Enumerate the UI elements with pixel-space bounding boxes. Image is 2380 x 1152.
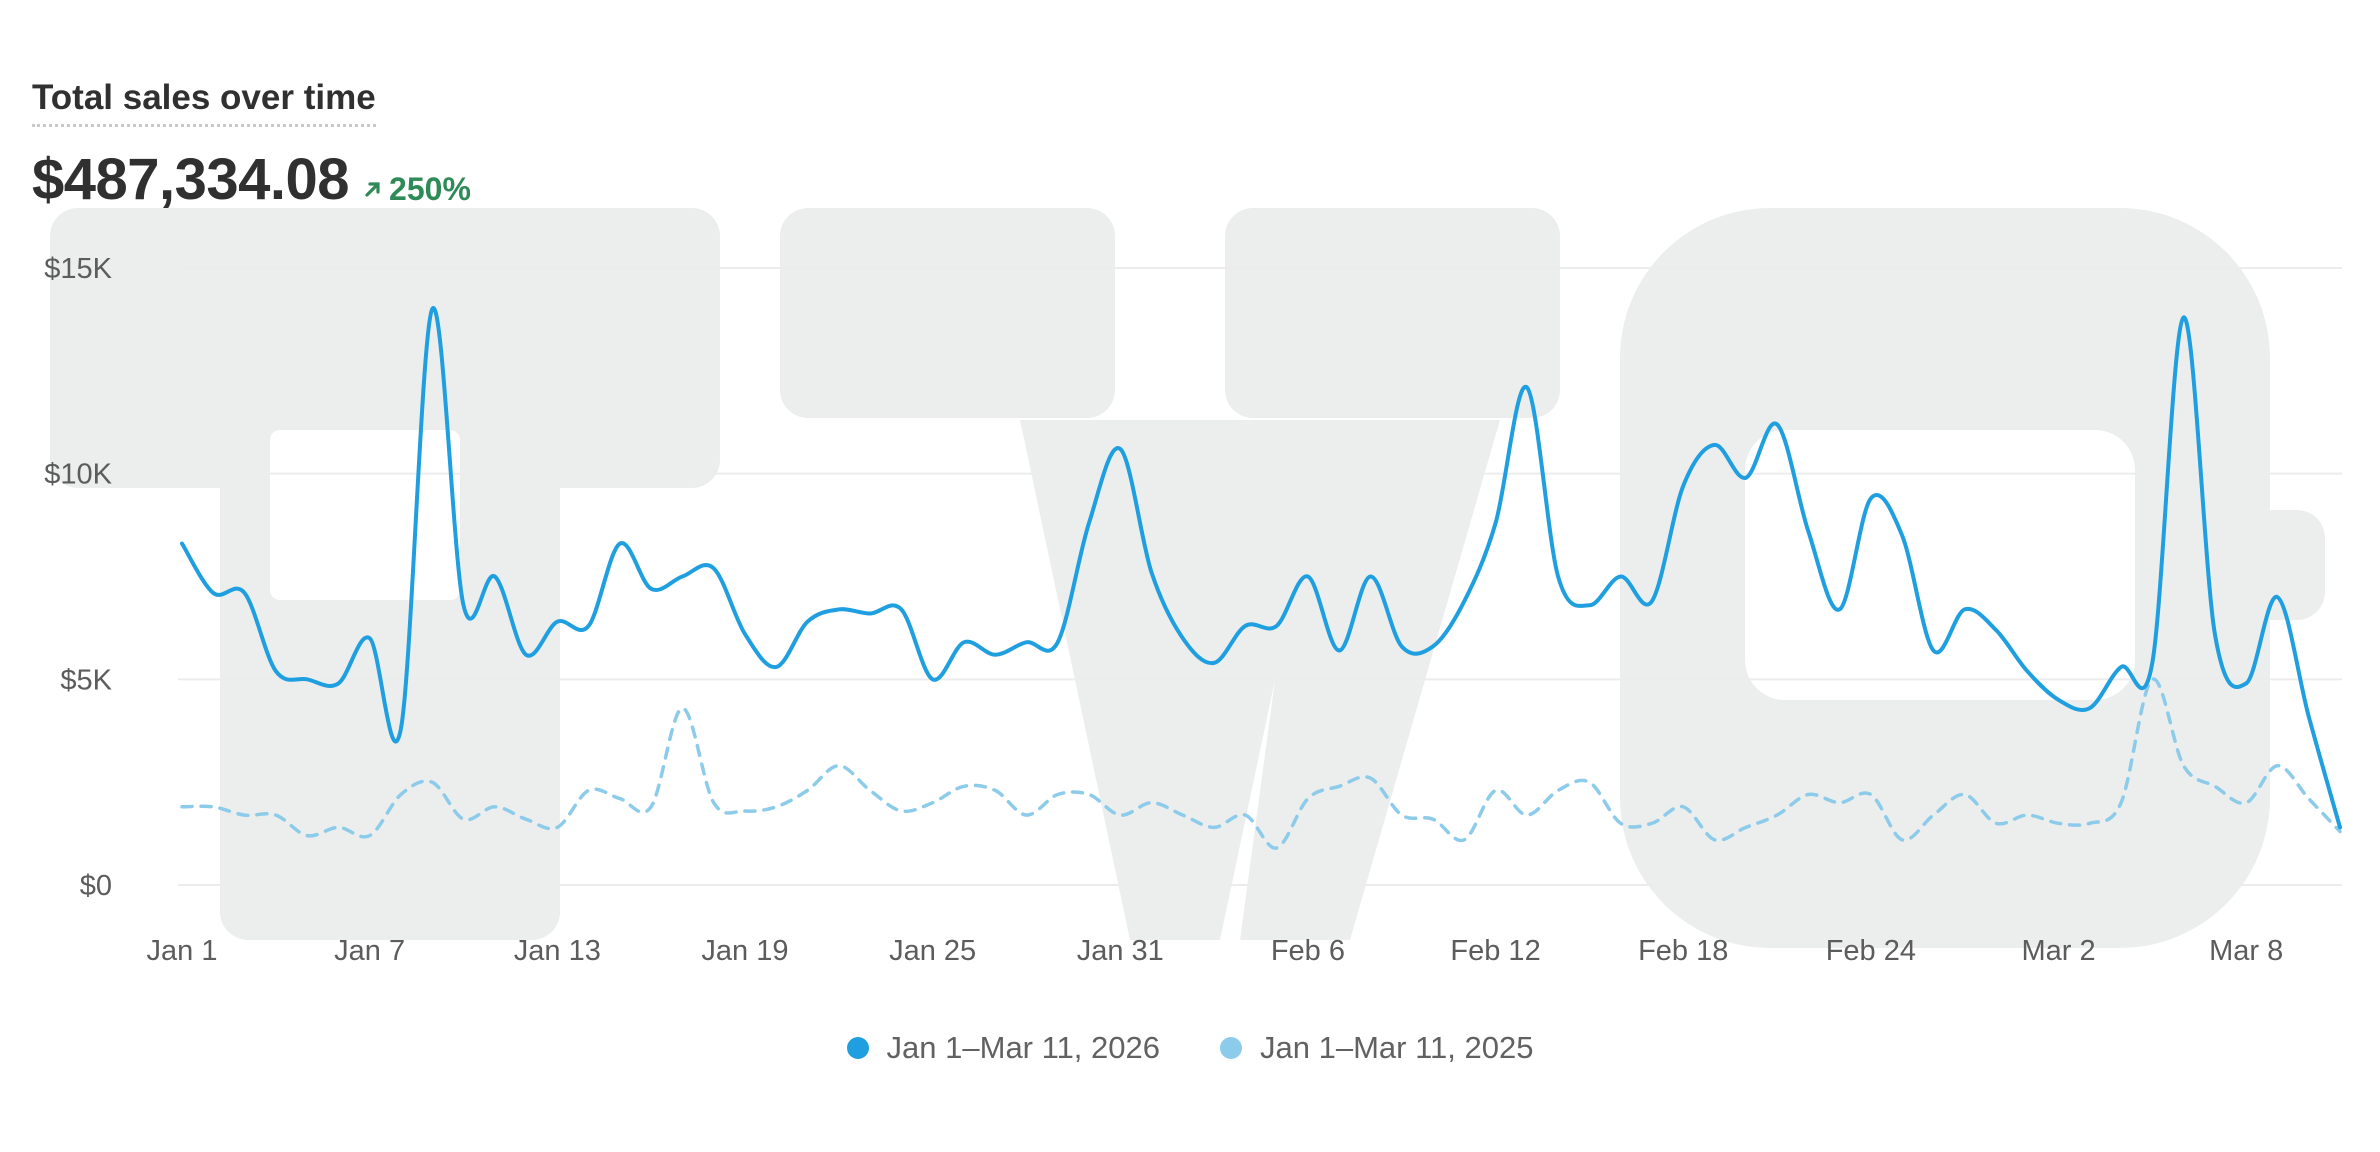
change-percent: 250% — [389, 170, 471, 207]
x-tick-label: Jan 25 — [889, 935, 976, 967]
x-tick-label: Feb 24 — [1826, 935, 1916, 967]
series-lines — [180, 306, 2342, 850]
x-tick-label: Feb 6 — [1271, 935, 1345, 967]
x-tick-label: Jan 13 — [514, 935, 601, 967]
total-sales-value: $487,334.08 — [32, 147, 350, 212]
y-axis-labels: $0 $5K $10K $15K — [44, 253, 112, 902]
chart-title[interactable]: Total sales over time — [32, 78, 376, 127]
change-badge: 250% — [363, 171, 471, 208]
legend-item-current[interactable]: Jan 1–Mar 11, 2026 — [846, 1030, 1160, 1066]
x-tick-label: Jan 19 — [701, 935, 788, 967]
x-tick-label: Mar 2 — [2021, 935, 2095, 967]
arrow-up-right-icon — [365, 182, 380, 197]
y-tick-label: $5K — [60, 664, 112, 696]
x-axis-labels: Jan 1 Jan 7 Jan 13 Jan 19 Jan 25 Jan 31 Feb 6 F… — [147, 935, 2284, 967]
series-line-current — [180, 306, 2342, 830]
y-tick-label: $15K — [44, 253, 112, 285]
series-line-previous — [180, 677, 2342, 850]
chart-legend: Jan 1–Mar 11, 2026 Jan 1–Mar 11, 2025 — [0, 1030, 2380, 1066]
y-tick-label: $0 — [80, 870, 112, 902]
x-tick-label: Mar 8 — [2209, 935, 2283, 967]
x-tick-label: Jan 1 — [147, 935, 218, 967]
x-tick-label: Feb 12 — [1450, 935, 1540, 967]
total-sales-metric: $487,334.08 250% — [32, 146, 471, 213]
legend-label-current: Jan 1–Mar 11, 2026 — [886, 1030, 1160, 1065]
y-tick-label: $10K — [44, 459, 112, 491]
legend-dot-current — [846, 1037, 869, 1059]
x-tick-label: Jan 31 — [1077, 935, 1164, 967]
legend-dot-previous — [1220, 1037, 1242, 1059]
legend-item-previous[interactable]: Jan 1–Mar 11, 2025 — [1220, 1030, 1533, 1066]
legend-label-previous: Jan 1–Mar 11, 2025 — [1260, 1030, 1534, 1065]
x-tick-label: Jan 7 — [334, 935, 405, 967]
grid-lines — [178, 267, 2342, 886]
x-tick-label: Feb 18 — [1638, 935, 1728, 967]
